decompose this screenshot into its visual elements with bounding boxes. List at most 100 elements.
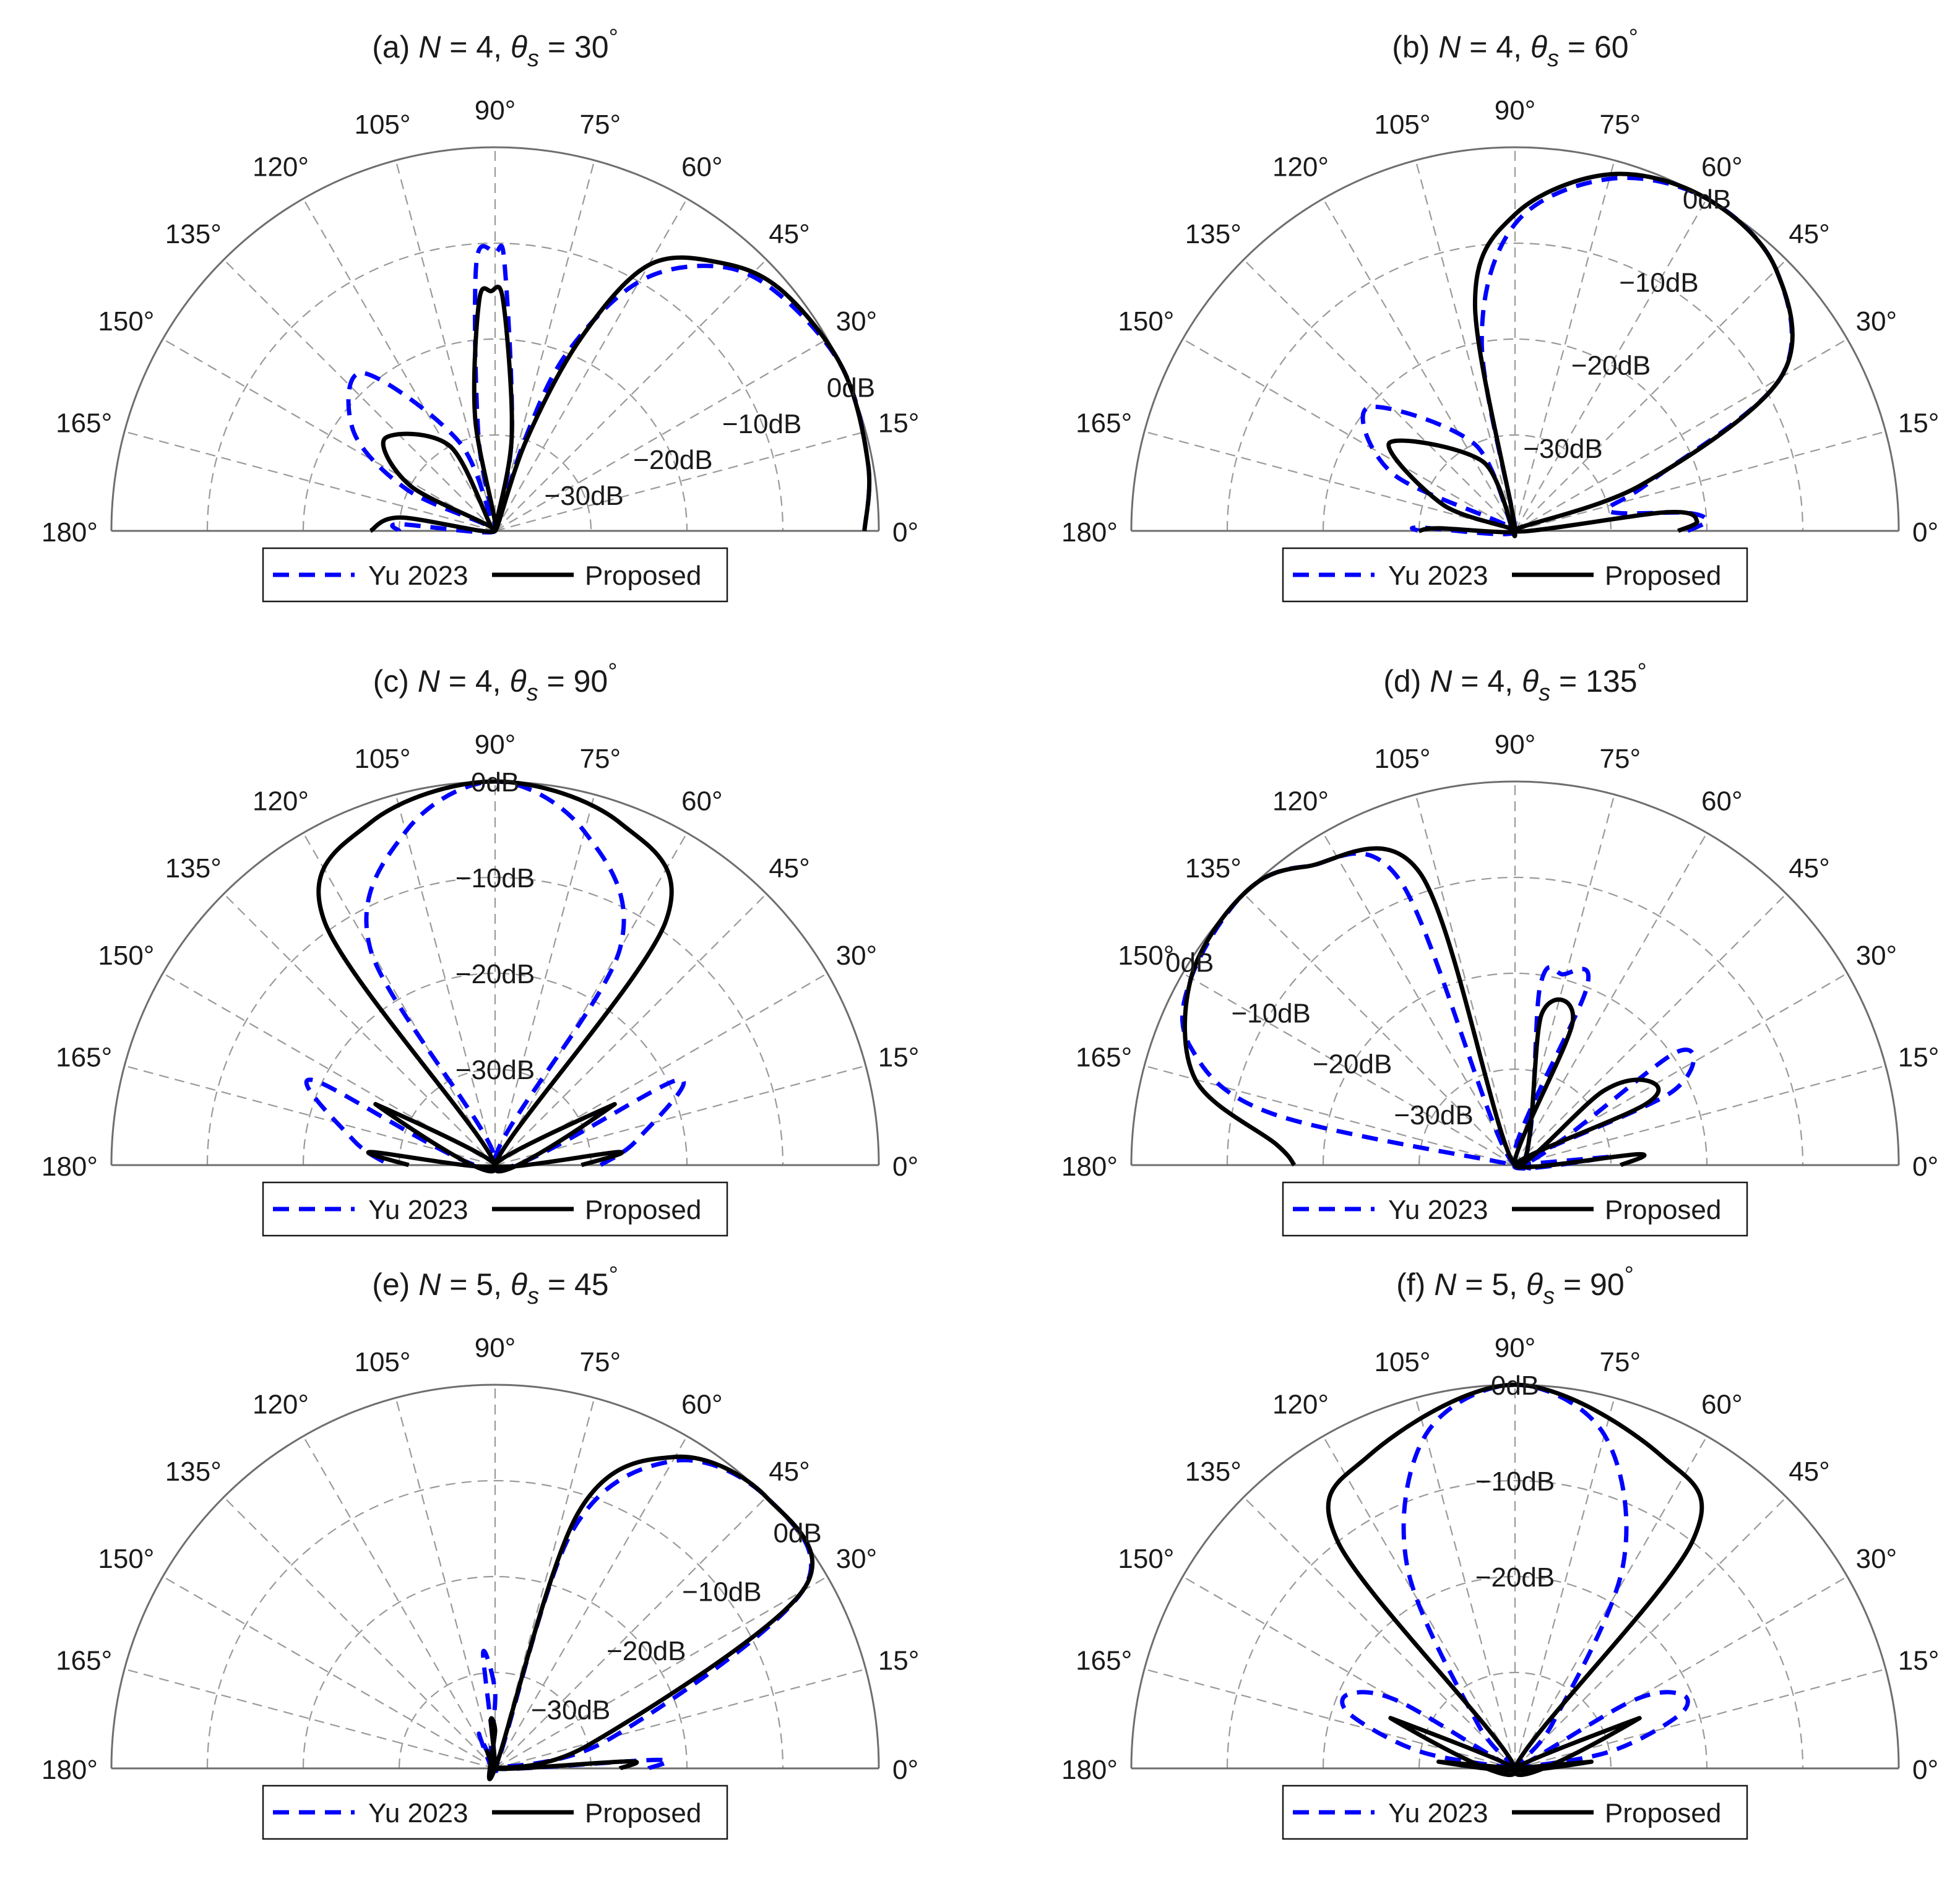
title-part: (f) [1396, 1267, 1434, 1302]
chart-title: (d) N = 4, θs = 135° [1383, 659, 1646, 706]
angle-tick-label: 90° [1495, 1333, 1536, 1363]
angle-tick-label: 180° [41, 1151, 98, 1182]
angle-tick-label: 120° [253, 1389, 309, 1419]
radial-tick-label: 0dB [1491, 1371, 1539, 1401]
angle-tick-label: 15° [878, 1646, 920, 1676]
angle-tick-label: 30° [836, 1544, 878, 1574]
angle-tick-label: 180° [41, 517, 98, 548]
angle-tick-label: 45° [1789, 853, 1830, 884]
grid-circle [302, 1575, 688, 1769]
legend-label-proposed: Proposed [1605, 561, 1721, 591]
series-proposed [316, 779, 674, 1174]
title-part: = 30 [539, 30, 609, 64]
angle-tick-label: 165° [56, 1646, 112, 1676]
angle-tick-label: 0° [892, 517, 918, 548]
series-proposed [1386, 171, 1795, 538]
angle-tick-label: 105° [1374, 744, 1430, 774]
grid-circle [206, 1479, 784, 1769]
legend-label-yu-2023: Yu 2023 [368, 1798, 468, 1828]
grid-circle [1418, 1671, 1612, 1769]
polar-frame-arc [110, 1384, 880, 1769]
legend: Yu 2023 Proposed [262, 547, 728, 603]
legend-label-yu-2023: Yu 2023 [368, 561, 468, 591]
radial-tick-label: −30dB [1523, 434, 1602, 464]
title-part: ° [1625, 1262, 1634, 1288]
angle-tick-label: 30° [1856, 306, 1897, 337]
title-part: θ [511, 1267, 527, 1302]
angle-tick-label: 45° [769, 219, 810, 249]
title-part: ° [609, 25, 618, 51]
radial-tick-label: 0dB [1165, 948, 1214, 978]
radial-tick-label: −20dB [633, 445, 712, 475]
radial-tick-label: −20dB [455, 959, 535, 989]
grid-circle [398, 434, 592, 532]
title-part: s [527, 46, 539, 72]
grid-circle [1418, 1068, 1612, 1166]
angle-tick-label: 75° [580, 110, 621, 140]
angle-tick-label: 0° [892, 1151, 918, 1182]
angle-tick-label: 105° [1374, 110, 1430, 140]
angle-tick-label: 60° [681, 786, 723, 816]
angle-tick-label: 90° [475, 1333, 516, 1363]
angle-tick-label: 180° [1061, 1151, 1118, 1182]
angle-tick-label: 75° [1600, 744, 1641, 774]
polar-frame-arc [1130, 146, 1900, 532]
legend: Yu 2023 Proposed [262, 1784, 728, 1840]
angle-tick-label: 150° [98, 940, 154, 971]
series-yu-2023 [1360, 175, 1794, 536]
angle-tick-label: 75° [1600, 110, 1641, 140]
angle-tick-label: 150° [98, 1544, 154, 1574]
legend-label-proposed: Proposed [1605, 1195, 1721, 1225]
radial-tick-label: 0dB [773, 1518, 821, 1548]
radial-tick-label: −20dB [1475, 1562, 1555, 1593]
angle-tick-label: 0° [1912, 1151, 1938, 1182]
title-part: θ [509, 664, 526, 699]
angle-tick-label: 135° [165, 1457, 222, 1487]
title-part: (d) [1383, 664, 1430, 699]
chart-title: (f) N = 5, θs = 90° [1396, 1262, 1634, 1309]
angle-tick-label: 135° [1185, 1457, 1241, 1487]
title-part: ° [608, 659, 617, 685]
angle-tick-label: 15° [1898, 1646, 1940, 1676]
radial-tick-label: −10dB [722, 409, 801, 439]
title-part: ° [609, 1262, 618, 1288]
polar-frame-arc [1130, 780, 1900, 1166]
series-proposed [369, 255, 872, 534]
grid-circle [302, 972, 688, 1166]
angle-tick-label: 135° [1185, 853, 1241, 884]
title-part: = 90 [1555, 1267, 1625, 1302]
angle-tick-label: 165° [1076, 1646, 1132, 1676]
title-part: s [527, 1283, 539, 1309]
title-part: = 4, [1461, 30, 1530, 64]
radial-tick-label: −10dB [1231, 999, 1310, 1029]
legend: Yu 2023 Proposed [1282, 1784, 1748, 1840]
legend-label-yu-2023: Yu 2023 [1388, 1195, 1488, 1225]
angle-tick-label: 135° [1185, 219, 1241, 249]
legend: Yu 2023 Proposed [262, 1181, 728, 1237]
angle-tick-label: 90° [475, 95, 516, 126]
radial-tick-label: −20dB [1313, 1049, 1392, 1080]
angle-tick-label: 30° [1856, 1544, 1897, 1574]
angle-tick-label: 0° [1912, 517, 1938, 548]
title-part: (c) [373, 664, 418, 699]
angle-tick-label: 120° [253, 152, 309, 182]
title-part: ° [1638, 659, 1647, 685]
angle-tick-label: 105° [354, 744, 410, 774]
grid-circle [398, 1068, 592, 1166]
series-yu-2023 [346, 243, 872, 535]
angle-tick-label: 120° [1272, 786, 1329, 816]
angle-tick-label: 150° [1118, 1544, 1174, 1574]
grid-circle [1322, 972, 1708, 1166]
radial-tick-label: −10dB [682, 1577, 761, 1608]
angle-tick-label: 15° [878, 408, 920, 439]
angle-tick-label: 120° [253, 786, 309, 816]
radial-tick-label: −30dB [544, 481, 623, 511]
grid-circle [206, 242, 784, 532]
angle-tick-label: 120° [1272, 152, 1329, 182]
angle-tick-label: 0° [1912, 1755, 1938, 1785]
angle-tick-label: 60° [1701, 786, 1743, 816]
grid-circle [1322, 1575, 1708, 1769]
angle-tick-label: 135° [165, 853, 222, 884]
angle-tick-label: 75° [580, 1347, 621, 1377]
angle-tick-label: 75° [1600, 1347, 1641, 1377]
